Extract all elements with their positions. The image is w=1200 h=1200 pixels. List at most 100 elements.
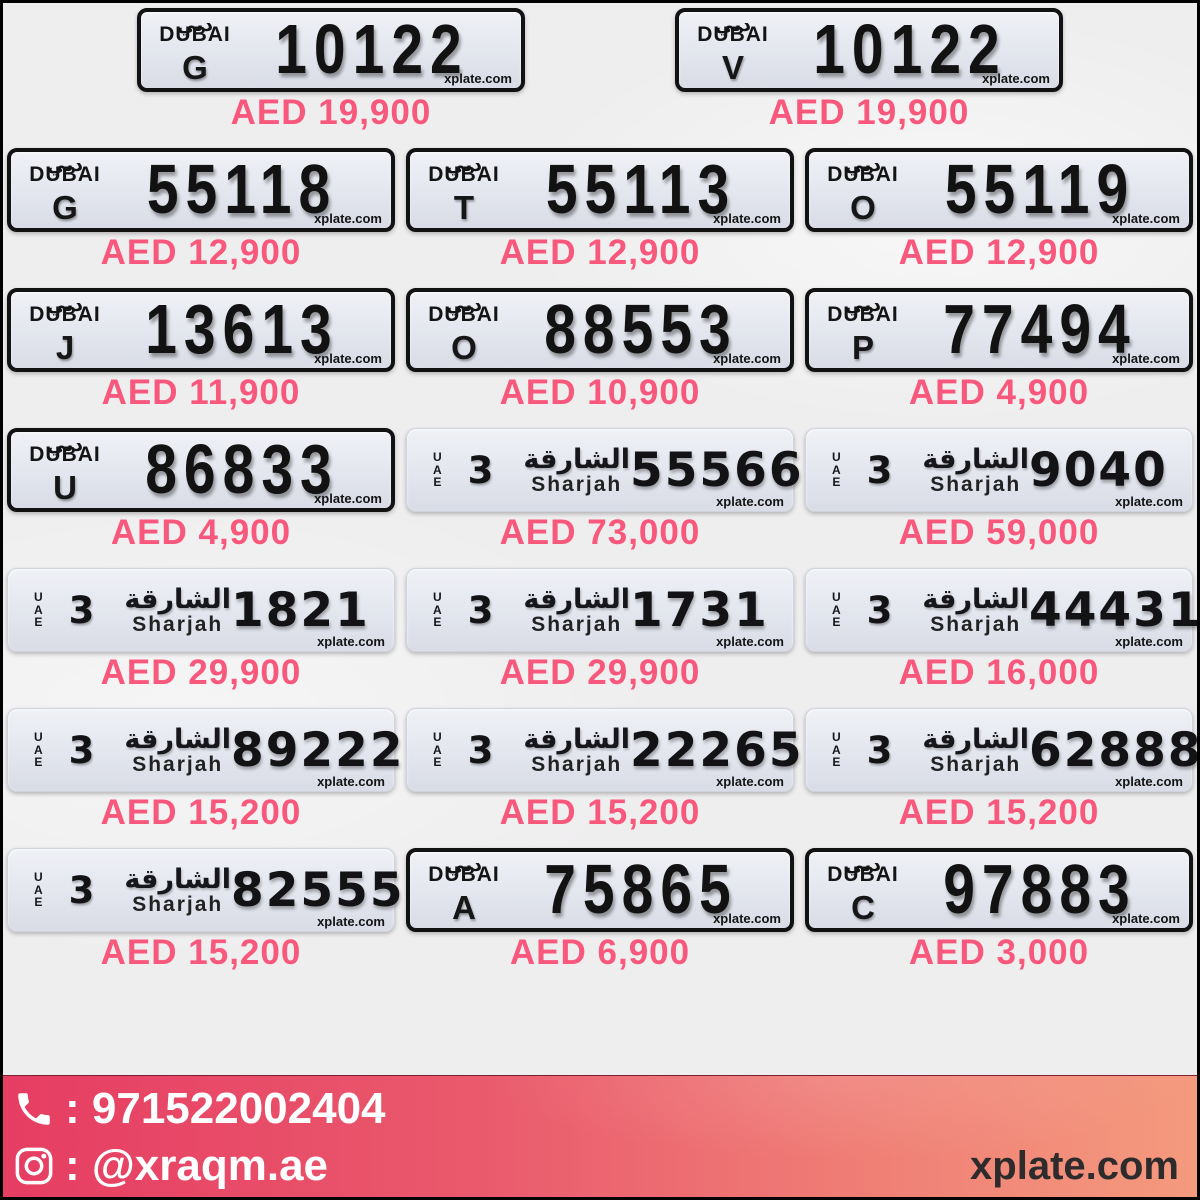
plate-price: AED 29,900 bbox=[100, 653, 302, 692]
plate-watermark: xplate.com bbox=[314, 211, 382, 226]
plate-code-letter: C bbox=[851, 888, 875, 926]
plate-code-letter: V bbox=[721, 48, 744, 86]
dubai-plate-left: DUBAI دبي A bbox=[410, 854, 518, 926]
dubai-logo-latin: DUBAI bbox=[428, 862, 500, 886]
plate-number: 55119 bbox=[944, 150, 1136, 230]
dubai-logo: DUBAI دبي bbox=[697, 14, 769, 51]
plate-listing: DUBAI دبي P 77494 xplate.com AED 4,900 bbox=[805, 288, 1193, 411]
plate-number: 22265 bbox=[630, 722, 804, 778]
sharjah-emirate-name: الشارقة Sharjah bbox=[922, 446, 1029, 495]
plate-code-letter: A bbox=[452, 888, 476, 926]
phone-icon bbox=[18, 1093, 50, 1125]
dubai-plate: DUBAI دبي V 10122 xplate.com bbox=[675, 8, 1063, 92]
dubai-plate: DUBAI دبي G 10122 xplate.com bbox=[137, 8, 525, 92]
plate-price: AED 12,900 bbox=[898, 233, 1100, 272]
dubai-logo: DUBAI دبي bbox=[827, 854, 899, 891]
sharjah-name-latin: Sharjah bbox=[930, 752, 1022, 776]
plate-watermark: xplate.com bbox=[317, 774, 385, 789]
dubai-logo-latin: DUBAI bbox=[428, 162, 500, 186]
sharjah-name-arabic: الشارقة bbox=[124, 583, 232, 615]
dubai-logo-arabic: دبي bbox=[176, 13, 214, 36]
sharjah-name-arabic: الشارقة bbox=[922, 723, 1030, 755]
plate-code-letter: O bbox=[850, 188, 876, 226]
plate-number: 10122 bbox=[813, 10, 1007, 90]
plate-code-number: 3 bbox=[866, 588, 893, 632]
plate-number: 9040 bbox=[1029, 442, 1168, 498]
dubai-logo: DUBAI دبي bbox=[29, 154, 101, 191]
plate-price: AED 19,900 bbox=[768, 93, 970, 132]
dubai-plate-left: DUBAI دبي J bbox=[11, 294, 119, 364]
dubai-logo-latin: DUBAI bbox=[827, 302, 899, 326]
plate-watermark: xplate.com bbox=[314, 351, 382, 366]
plate-number: 89222 bbox=[231, 722, 405, 778]
plate-watermark: xplate.com bbox=[1112, 911, 1180, 926]
plate-number: 82555 bbox=[231, 862, 405, 918]
plate-watermark: xplate.com bbox=[982, 71, 1050, 86]
plate-price: AED 10,900 bbox=[499, 373, 701, 412]
plate-listing: DUBAI دبي O 88553 xplate.com AED 10,900 bbox=[406, 288, 794, 411]
plate-price: AED 15,200 bbox=[898, 793, 1100, 832]
plate-listing: DUBAI دبي A 75865 xplate.com AED 6,900 bbox=[406, 848, 794, 971]
sharjah-emirate-name: الشارقة Sharjah bbox=[523, 726, 630, 775]
plate-number: 86833 bbox=[145, 430, 339, 510]
plate-price: AED 29,900 bbox=[499, 653, 701, 692]
plate-number: 62888 bbox=[1029, 722, 1200, 778]
dubai-logo-arabic: دبي bbox=[445, 153, 483, 176]
plate-row: DUBAI دبي G 55118 xplate.com AED 12,900 … bbox=[7, 148, 1193, 271]
plate-listing: DUBAI دبي U 86833 xplate.com AED 4,900 bbox=[7, 428, 395, 551]
plate-code-number: 3 bbox=[68, 588, 95, 632]
plate-number: 1731 bbox=[630, 582, 769, 638]
sharjah-name-latin: Sharjah bbox=[531, 472, 623, 496]
plate-code-number: 3 bbox=[467, 588, 494, 632]
dubai-plate: DUBAI دبي O 88553 xplate.com bbox=[406, 288, 794, 372]
dubai-logo: DUBAI دبي bbox=[428, 154, 500, 191]
dubai-logo-arabic: دبي bbox=[844, 293, 882, 316]
dubai-plate-left: DUBAI دبي G bbox=[11, 154, 119, 224]
dubai-plate: DUBAI دبي U 86833 xplate.com bbox=[7, 428, 395, 512]
plate-price: AED 11,900 bbox=[101, 373, 301, 412]
dubai-logo: DUBAI دبي bbox=[827, 294, 899, 331]
phone-number: : 971522002404 bbox=[65, 1084, 386, 1133]
plate-code-number: 3 bbox=[866, 728, 893, 772]
plate-watermark: xplate.com bbox=[713, 351, 781, 366]
dubai-logo-arabic: دبي bbox=[46, 153, 84, 176]
dubai-logo-arabic: دبي bbox=[844, 853, 882, 876]
sharjah-name-arabic: الشارقة bbox=[523, 583, 631, 615]
dubai-logo-latin: DUBAI bbox=[827, 862, 899, 886]
sharjah-name-latin: Sharjah bbox=[930, 612, 1022, 636]
plate-watermark: xplate.com bbox=[716, 774, 784, 789]
sharjah-emirate-name: الشارقة Sharjah bbox=[922, 726, 1029, 775]
dubai-logo-arabic: دبي bbox=[46, 433, 84, 456]
dubai-logo: DUBAI دبي bbox=[428, 854, 500, 891]
plate-number: 88553 bbox=[544, 290, 738, 370]
site-link: xplate.com bbox=[970, 1144, 1179, 1188]
plates-grid: DUBAI دبي G 10122 xplate.com AED 19,900 … bbox=[3, 3, 1197, 1075]
plate-number: 97883 bbox=[943, 850, 1137, 930]
sharjah-name-arabic: الشارقة bbox=[124, 723, 232, 755]
plate-price: AED 3,000 bbox=[908, 933, 1090, 972]
plate-code-number: 3 bbox=[467, 448, 494, 492]
sharjah-name-latin: Sharjah bbox=[132, 612, 224, 636]
plate-watermark: xplate.com bbox=[317, 914, 385, 929]
plate-price: AED 15,200 bbox=[499, 793, 701, 832]
sharjah-name-latin: Sharjah bbox=[930, 472, 1022, 496]
dubai-logo: DUBAI دبي bbox=[827, 154, 899, 191]
dubai-logo-latin: DUBAI bbox=[159, 22, 231, 46]
plate-watermark: xplate.com bbox=[1115, 634, 1183, 649]
plate-watermark: xplate.com bbox=[1115, 494, 1183, 509]
